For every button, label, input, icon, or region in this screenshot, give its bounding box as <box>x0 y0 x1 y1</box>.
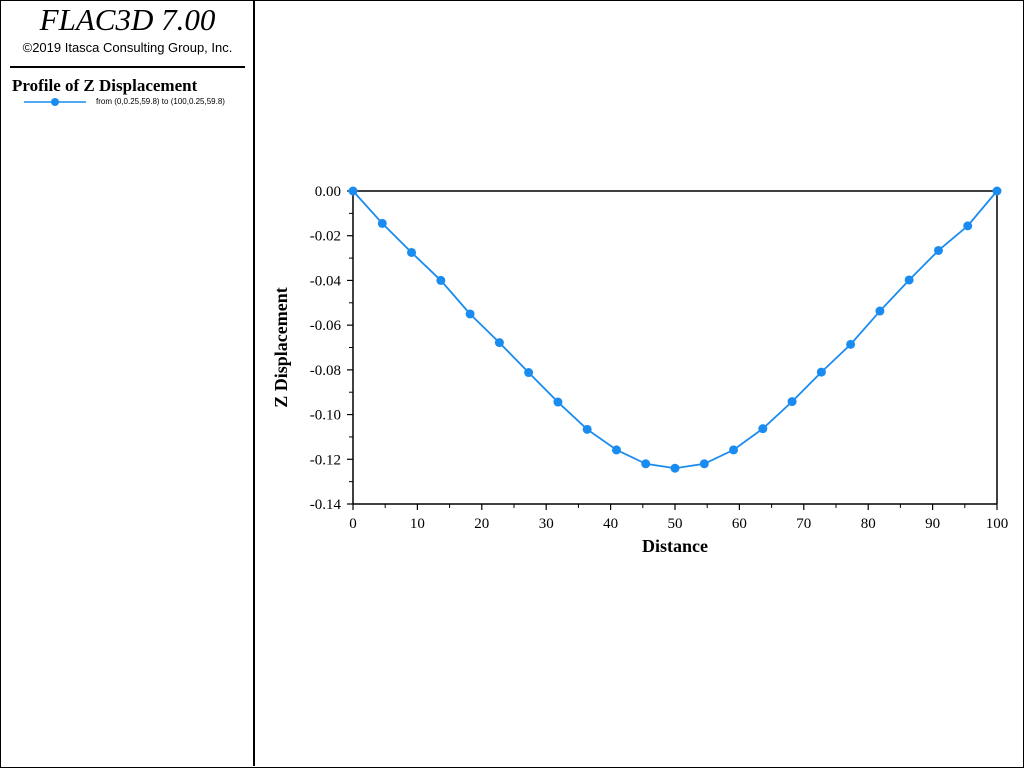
data-point <box>699 459 709 469</box>
data-point <box>933 245 943 255</box>
data-point <box>787 397 797 407</box>
y-tick-label: -0.02 <box>310 229 341 245</box>
data-point <box>641 459 651 469</box>
x-tick-label: 50 <box>668 516 683 532</box>
data-point <box>904 275 914 285</box>
data-point <box>553 397 563 407</box>
data-point <box>524 368 534 378</box>
y-tick-label: -0.10 <box>310 408 341 424</box>
x-axis-title: Distance <box>642 536 708 556</box>
data-point <box>465 309 475 319</box>
data-point <box>816 367 826 377</box>
legend-divider <box>10 66 245 68</box>
data-point <box>758 424 768 434</box>
y-tick-label: -0.12 <box>310 452 341 468</box>
data-point <box>494 338 504 348</box>
data-point <box>963 221 973 231</box>
legend-entry-label: from (0,0.25,59.8) to (100,0.25,59.8) <box>96 97 225 106</box>
data-point <box>407 247 417 257</box>
y-tick-label: -0.14 <box>310 497 342 513</box>
y-tick-label: -0.08 <box>310 363 341 379</box>
x-tick-label: 60 <box>732 516 747 532</box>
x-tick-label: 0 <box>349 516 357 532</box>
data-point <box>875 306 885 316</box>
y-tick-label: -0.06 <box>310 318 342 334</box>
x-tick-label: 100 <box>986 516 1009 532</box>
data-point <box>992 186 1002 196</box>
x-tick-label: 20 <box>474 516 489 532</box>
data-point <box>582 424 592 434</box>
plot-area: 0 10 20 30 40 50 60 70 80 90 100 0.00 -0.02 -0.04 -0.0… <box>257 0 1023 766</box>
x-tick-label: 80 <box>861 516 876 532</box>
legend-entry: from (0,0.25,59.8) to (100,0.25,59.8) <box>24 95 254 109</box>
legend-panel: FLAC3D 7.00 ©2019 Itasca Consulting Grou… <box>0 0 255 766</box>
legend-swatch-icon <box>24 98 86 106</box>
data-point <box>436 275 446 285</box>
x-tick-label: 90 <box>925 516 940 532</box>
y-tick-label: -0.04 <box>310 273 342 289</box>
legend-heading: Profile of Z Displacement <box>12 76 198 95</box>
series-line <box>352 190 998 470</box>
data-point <box>670 463 680 473</box>
data-point <box>611 445 621 455</box>
x-tick-label: 10 <box>410 516 425 532</box>
z-displacement-chart: 0 10 20 30 40 50 60 70 80 90 100 0.00 -0.02 -0.04 -0.0… <box>271 184 1009 556</box>
y-axis-title: Z Displacement <box>271 287 291 408</box>
data-point <box>348 186 358 196</box>
x-tick-label: 30 <box>539 516 554 532</box>
app-title: FLAC3D 7.00 <box>39 2 216 37</box>
data-point <box>846 339 856 349</box>
y-tick-label: 0.00 <box>315 184 341 200</box>
data-point <box>377 218 387 228</box>
data-point <box>729 445 739 455</box>
x-tick-label: 40 <box>603 516 618 532</box>
x-tick-label: 70 <box>796 516 811 532</box>
copyright-text: ©2019 Itasca Consulting Group, Inc. <box>22 40 233 55</box>
